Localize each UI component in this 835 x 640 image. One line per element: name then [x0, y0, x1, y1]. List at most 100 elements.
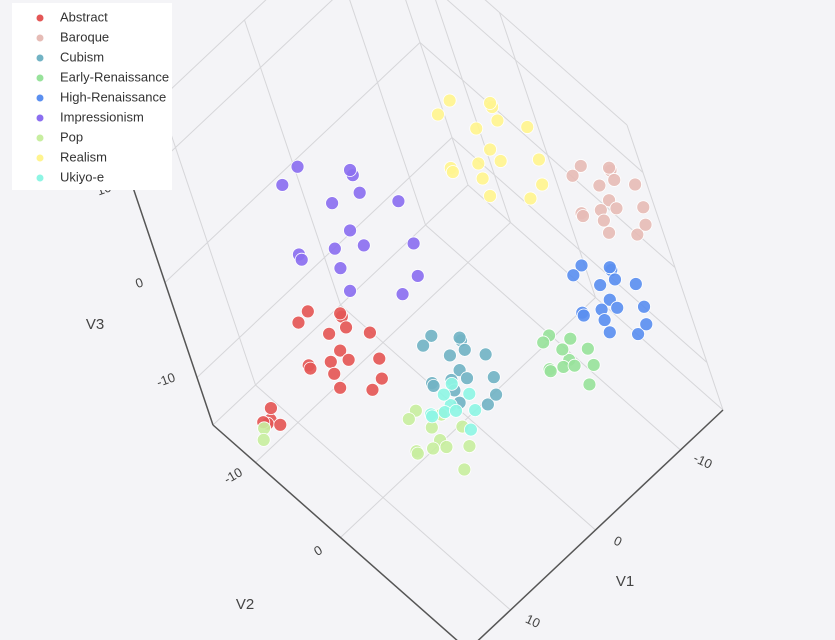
point	[602, 160, 616, 175]
point	[596, 213, 611, 228]
point	[426, 441, 440, 456]
point	[300, 304, 315, 319]
point	[363, 325, 377, 340]
point	[273, 417, 288, 432]
point	[602, 325, 617, 340]
grid-line	[451, 137, 708, 363]
point	[372, 351, 387, 366]
y-axis-title: V2	[236, 596, 254, 613]
point	[275, 178, 290, 192]
point	[333, 261, 348, 276]
legend-label: Cubism	[60, 49, 104, 64]
x-tick-label: -10	[691, 450, 714, 472]
point	[592, 178, 607, 193]
point	[431, 107, 445, 122]
point	[610, 300, 625, 315]
point	[607, 173, 622, 187]
point	[493, 154, 508, 168]
point	[574, 258, 589, 273]
point	[483, 189, 497, 203]
point	[410, 446, 425, 461]
point	[341, 352, 356, 367]
point	[327, 366, 342, 381]
point	[406, 236, 421, 251]
point	[602, 260, 617, 275]
point	[628, 277, 643, 291]
point	[442, 93, 457, 108]
legend-marker	[36, 34, 44, 42]
point	[576, 308, 591, 323]
point	[593, 278, 608, 292]
point	[339, 320, 353, 335]
point	[452, 330, 467, 345]
point	[532, 152, 546, 167]
point	[520, 120, 535, 134]
point	[445, 165, 460, 179]
point	[489, 387, 503, 402]
point	[457, 342, 472, 357]
point	[439, 440, 454, 454]
point	[609, 201, 624, 216]
point	[478, 347, 493, 362]
x-tick-label: 10	[523, 611, 542, 631]
point	[333, 343, 348, 358]
grid-line	[255, 222, 511, 463]
legend-label: Baroque	[60, 29, 109, 44]
point	[523, 191, 538, 206]
legend-marker	[36, 114, 44, 122]
point	[457, 462, 472, 477]
point	[555, 342, 570, 357]
point	[401, 412, 416, 427]
point	[443, 348, 457, 363]
point	[424, 328, 439, 343]
point	[333, 380, 348, 395]
point	[325, 196, 340, 211]
legend-label: Abstract	[60, 9, 108, 24]
point	[483, 96, 497, 110]
legend-label: Ukiyo-e	[60, 169, 104, 184]
point	[597, 313, 612, 327]
grid-line	[132, 0, 333, 188]
point	[352, 185, 367, 200]
point	[290, 159, 305, 174]
legend-label: Realism	[60, 149, 107, 164]
point	[416, 338, 431, 353]
point	[374, 371, 389, 386]
points	[256, 93, 654, 477]
point	[291, 315, 306, 330]
point	[462, 439, 477, 454]
point	[323, 354, 338, 369]
point	[395, 287, 410, 302]
point	[565, 168, 580, 183]
legend-marker	[36, 154, 44, 162]
point	[356, 238, 371, 253]
point	[639, 317, 654, 332]
point	[636, 200, 651, 215]
point	[469, 121, 484, 136]
point	[471, 156, 486, 171]
point	[586, 358, 601, 372]
point	[343, 223, 357, 238]
legend-marker	[36, 54, 44, 62]
x-axis-title: V1	[616, 573, 634, 590]
point	[637, 299, 651, 314]
point	[602, 225, 616, 240]
point	[426, 378, 441, 393]
point	[563, 331, 578, 346]
point	[582, 377, 597, 392]
point	[449, 403, 463, 418]
grid-line	[446, 0, 644, 173]
point	[566, 268, 581, 283]
point	[391, 194, 406, 209]
point	[343, 163, 357, 177]
point	[327, 241, 342, 256]
point	[257, 421, 272, 436]
grid-line	[196, 137, 453, 378]
point	[580, 341, 595, 356]
point	[322, 326, 337, 341]
point	[480, 397, 495, 412]
point	[576, 209, 590, 223]
legend-label: High-Renaissance	[60, 89, 166, 104]
point	[256, 432, 271, 447]
